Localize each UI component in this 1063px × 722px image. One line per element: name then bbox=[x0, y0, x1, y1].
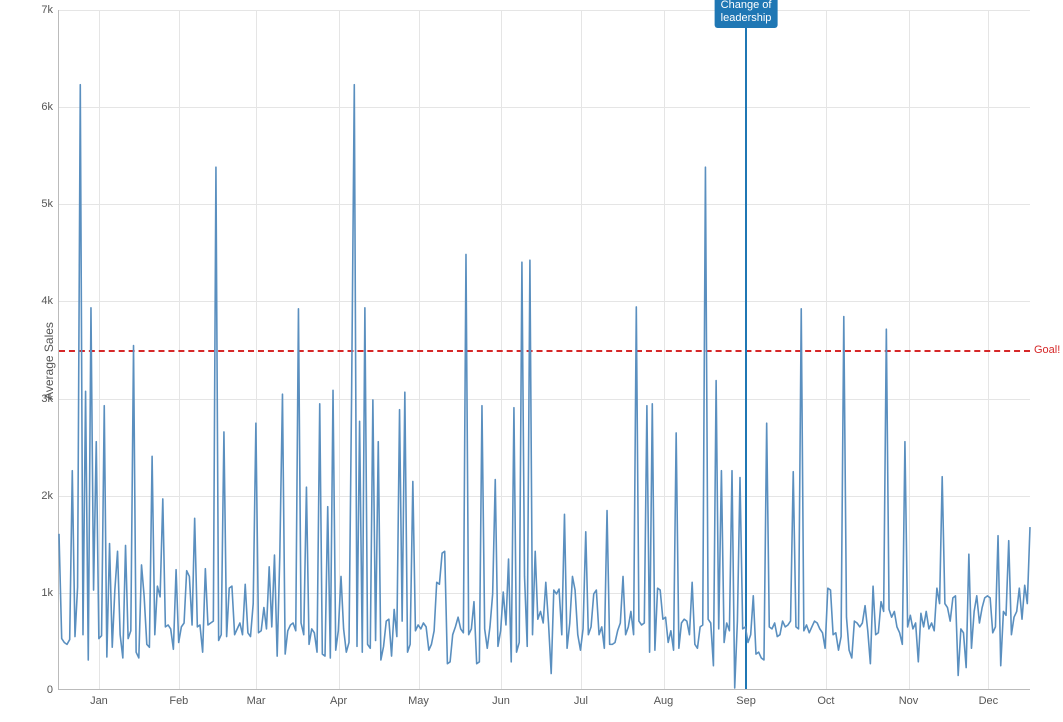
y-tick-label: 2k bbox=[41, 490, 59, 502]
x-tick-label: Mar bbox=[247, 689, 266, 707]
x-tick-label: May bbox=[408, 689, 429, 707]
x-tick-label: Sep bbox=[736, 689, 756, 707]
x-tick-label: Oct bbox=[817, 689, 834, 707]
y-tick-label: 0 bbox=[47, 684, 59, 696]
y-axis-title: Average Sales bbox=[42, 322, 56, 400]
x-tick-label: Jul bbox=[574, 689, 588, 707]
y-tick-label: 3k bbox=[41, 393, 59, 405]
y-tick-label: 5k bbox=[41, 198, 59, 210]
goal-label: Goal! bbox=[1030, 344, 1060, 356]
y-tick-label: 1k bbox=[41, 587, 59, 599]
x-tick-label: Apr bbox=[330, 689, 347, 707]
y-tick-label: 6k bbox=[41, 101, 59, 113]
y-tick-label: 4k bbox=[41, 295, 59, 307]
plot-area[interactable]: 01k2k3k4k5k6k7kJanFebMarAprMayJunJulAugS… bbox=[58, 10, 1030, 690]
x-tick-label: Aug bbox=[654, 689, 674, 707]
x-tick-label: Jan bbox=[90, 689, 108, 707]
x-tick-label: Jun bbox=[492, 689, 510, 707]
x-tick-label: Dec bbox=[979, 689, 999, 707]
x-tick-label: Nov bbox=[899, 689, 919, 707]
y-tick-label: 7k bbox=[41, 4, 59, 16]
average-sales-line bbox=[59, 85, 1030, 688]
sales-line-chart: Average Sales 01k2k3k4k5k6k7kJanFebMarAp… bbox=[0, 0, 1063, 722]
series-svg bbox=[59, 10, 1030, 689]
x-tick-label: Feb bbox=[169, 689, 188, 707]
